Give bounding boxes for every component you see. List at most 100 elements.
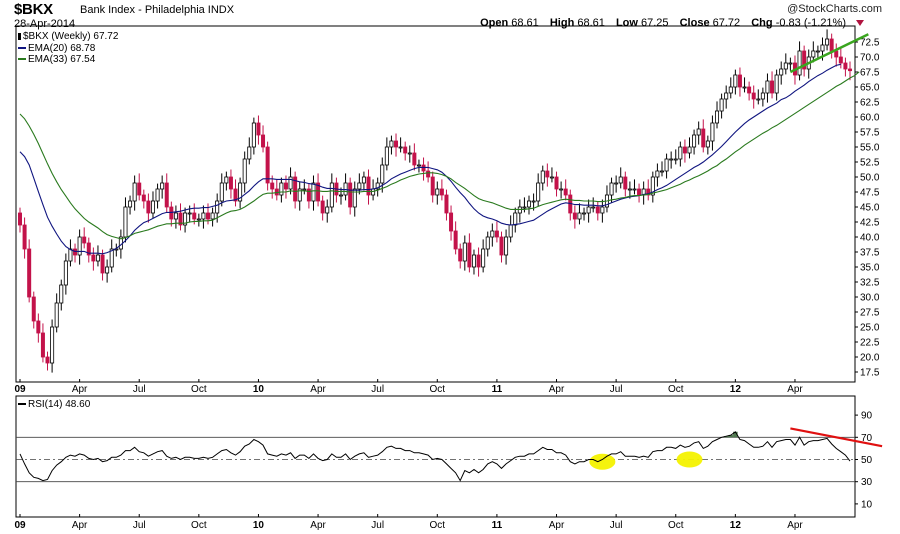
price-candle (398, 146, 403, 149)
price-candle (137, 182, 142, 196)
price-candle (462, 242, 467, 262)
price-candle (508, 224, 513, 238)
price-candle (430, 176, 435, 196)
price-candle (283, 182, 288, 190)
price-y-tick-label: 37.5 (860, 248, 880, 259)
price-candle (279, 182, 284, 196)
price-candle (765, 80, 770, 94)
price-candle (572, 212, 577, 220)
price-candle (288, 176, 293, 190)
price-candle (825, 38, 830, 46)
rsi-x-tick-label: 09 (14, 520, 26, 531)
price-x-tick-label: 09 (14, 384, 26, 395)
price-candle (728, 86, 733, 94)
price-candle (316, 182, 321, 202)
price-candle (394, 140, 399, 148)
price-panel: 17.5 20.0 22.5 25.0 27.5 30.0 32.5 35.0 37.5 40.0… (14, 25, 880, 395)
price-candle (563, 188, 568, 196)
price-candle (403, 146, 408, 154)
price-candle (724, 92, 729, 100)
rsi-x-tick-label: Apr (310, 520, 326, 531)
price-candle (637, 188, 642, 196)
rsi-panel: 09 Apr Jul Oct 10 Apr Jul Oct 11 Apr Jul Oct 12 Apr 10… (14, 395, 883, 531)
price-x-tick-label: 11 (492, 384, 503, 395)
price-y-tick-label: 60.0 (860, 113, 880, 124)
price-candle (389, 140, 394, 148)
price-candle (559, 188, 564, 191)
price-candle (196, 218, 201, 221)
price-candle (627, 188, 632, 191)
price-candle (357, 182, 362, 190)
price-candle (843, 62, 848, 70)
rsi-y-tick-label: 50 (861, 455, 873, 466)
rsi-x-tick-label: 10 (253, 520, 265, 531)
price-candle (238, 182, 243, 202)
price-candle (242, 158, 247, 184)
price-candle (59, 284, 64, 304)
price-x-tick-label: Oct (430, 384, 446, 395)
price-candle (719, 98, 724, 112)
price-x-tick-label: Oct (668, 384, 684, 395)
ema33-line (19, 71, 860, 240)
price-candle (416, 164, 421, 167)
price-y-tick-label: 42.5 (860, 218, 880, 229)
price-candle (513, 212, 518, 226)
rsi-x-tick-label: Oct (430, 520, 446, 531)
price-candle (27, 248, 32, 298)
price-candle (490, 230, 495, 238)
price-candle (701, 128, 706, 148)
price-candle (270, 182, 275, 190)
price-candle (494, 230, 499, 238)
price-candle (192, 212, 197, 220)
price-candle (811, 50, 816, 58)
price-candle (63, 260, 68, 286)
price-y-tick-label: 57.5 (860, 128, 880, 139)
price-candle (586, 206, 591, 214)
price-candle (632, 188, 637, 191)
price-candle (31, 296, 36, 322)
price-candle (751, 92, 756, 100)
price-x-tick-label: Oct (191, 384, 207, 395)
price-candle (531, 200, 536, 203)
price-candle (678, 146, 683, 160)
price-y-tick-label: 40.0 (860, 233, 880, 244)
price-y-tick-label: 25.0 (860, 323, 880, 334)
price-candle (802, 50, 807, 70)
price-x-tick-label: 12 (730, 384, 742, 395)
ema20-line (19, 63, 841, 255)
price-candle (141, 194, 146, 202)
price-legend: $BKX (Weekly) 67.72 EMA(20) 68.78 EMA(33… (18, 31, 118, 66)
price-candle (760, 92, 765, 100)
price-candle (449, 212, 454, 232)
legend-price: $BKX (Weekly) 67.72 (18, 31, 118, 43)
rsi-y-tick-label: 90 (861, 411, 873, 422)
price-x-tick-label: Jul (133, 384, 146, 395)
price-candle (733, 74, 738, 88)
price-candle (123, 206, 128, 238)
price-candle (215, 200, 220, 214)
price-candle (582, 212, 587, 215)
price-x-tick-label: Jul (371, 384, 384, 395)
price-candle (834, 50, 839, 58)
legend-ema33-label: EMA(33) 67.54 (28, 54, 96, 65)
price-candle (261, 134, 266, 148)
price-y-tick-label: 20.0 (860, 353, 880, 364)
price-x-tick-label: Apr (72, 384, 88, 395)
rsi-x-tick-label: 11 (492, 520, 503, 531)
price-candle (838, 56, 843, 64)
price-candle (715, 110, 720, 124)
ticker-symbol: $BKX (14, 1, 53, 18)
price-candle (352, 188, 357, 208)
price-candle (412, 152, 417, 166)
price-candle (426, 170, 431, 178)
price-candle (146, 200, 151, 214)
legend-price-label: $BKX (Weekly) 67.72 (23, 31, 119, 42)
rsi-x-tick-label: Jul (133, 520, 146, 531)
price-candle (95, 254, 100, 262)
price-y-tick-label: 17.5 (860, 368, 880, 379)
price-candle (224, 176, 229, 184)
price-candle (737, 74, 742, 88)
price-candle (499, 236, 504, 256)
price-candle (348, 182, 353, 208)
price-candle (178, 212, 183, 226)
